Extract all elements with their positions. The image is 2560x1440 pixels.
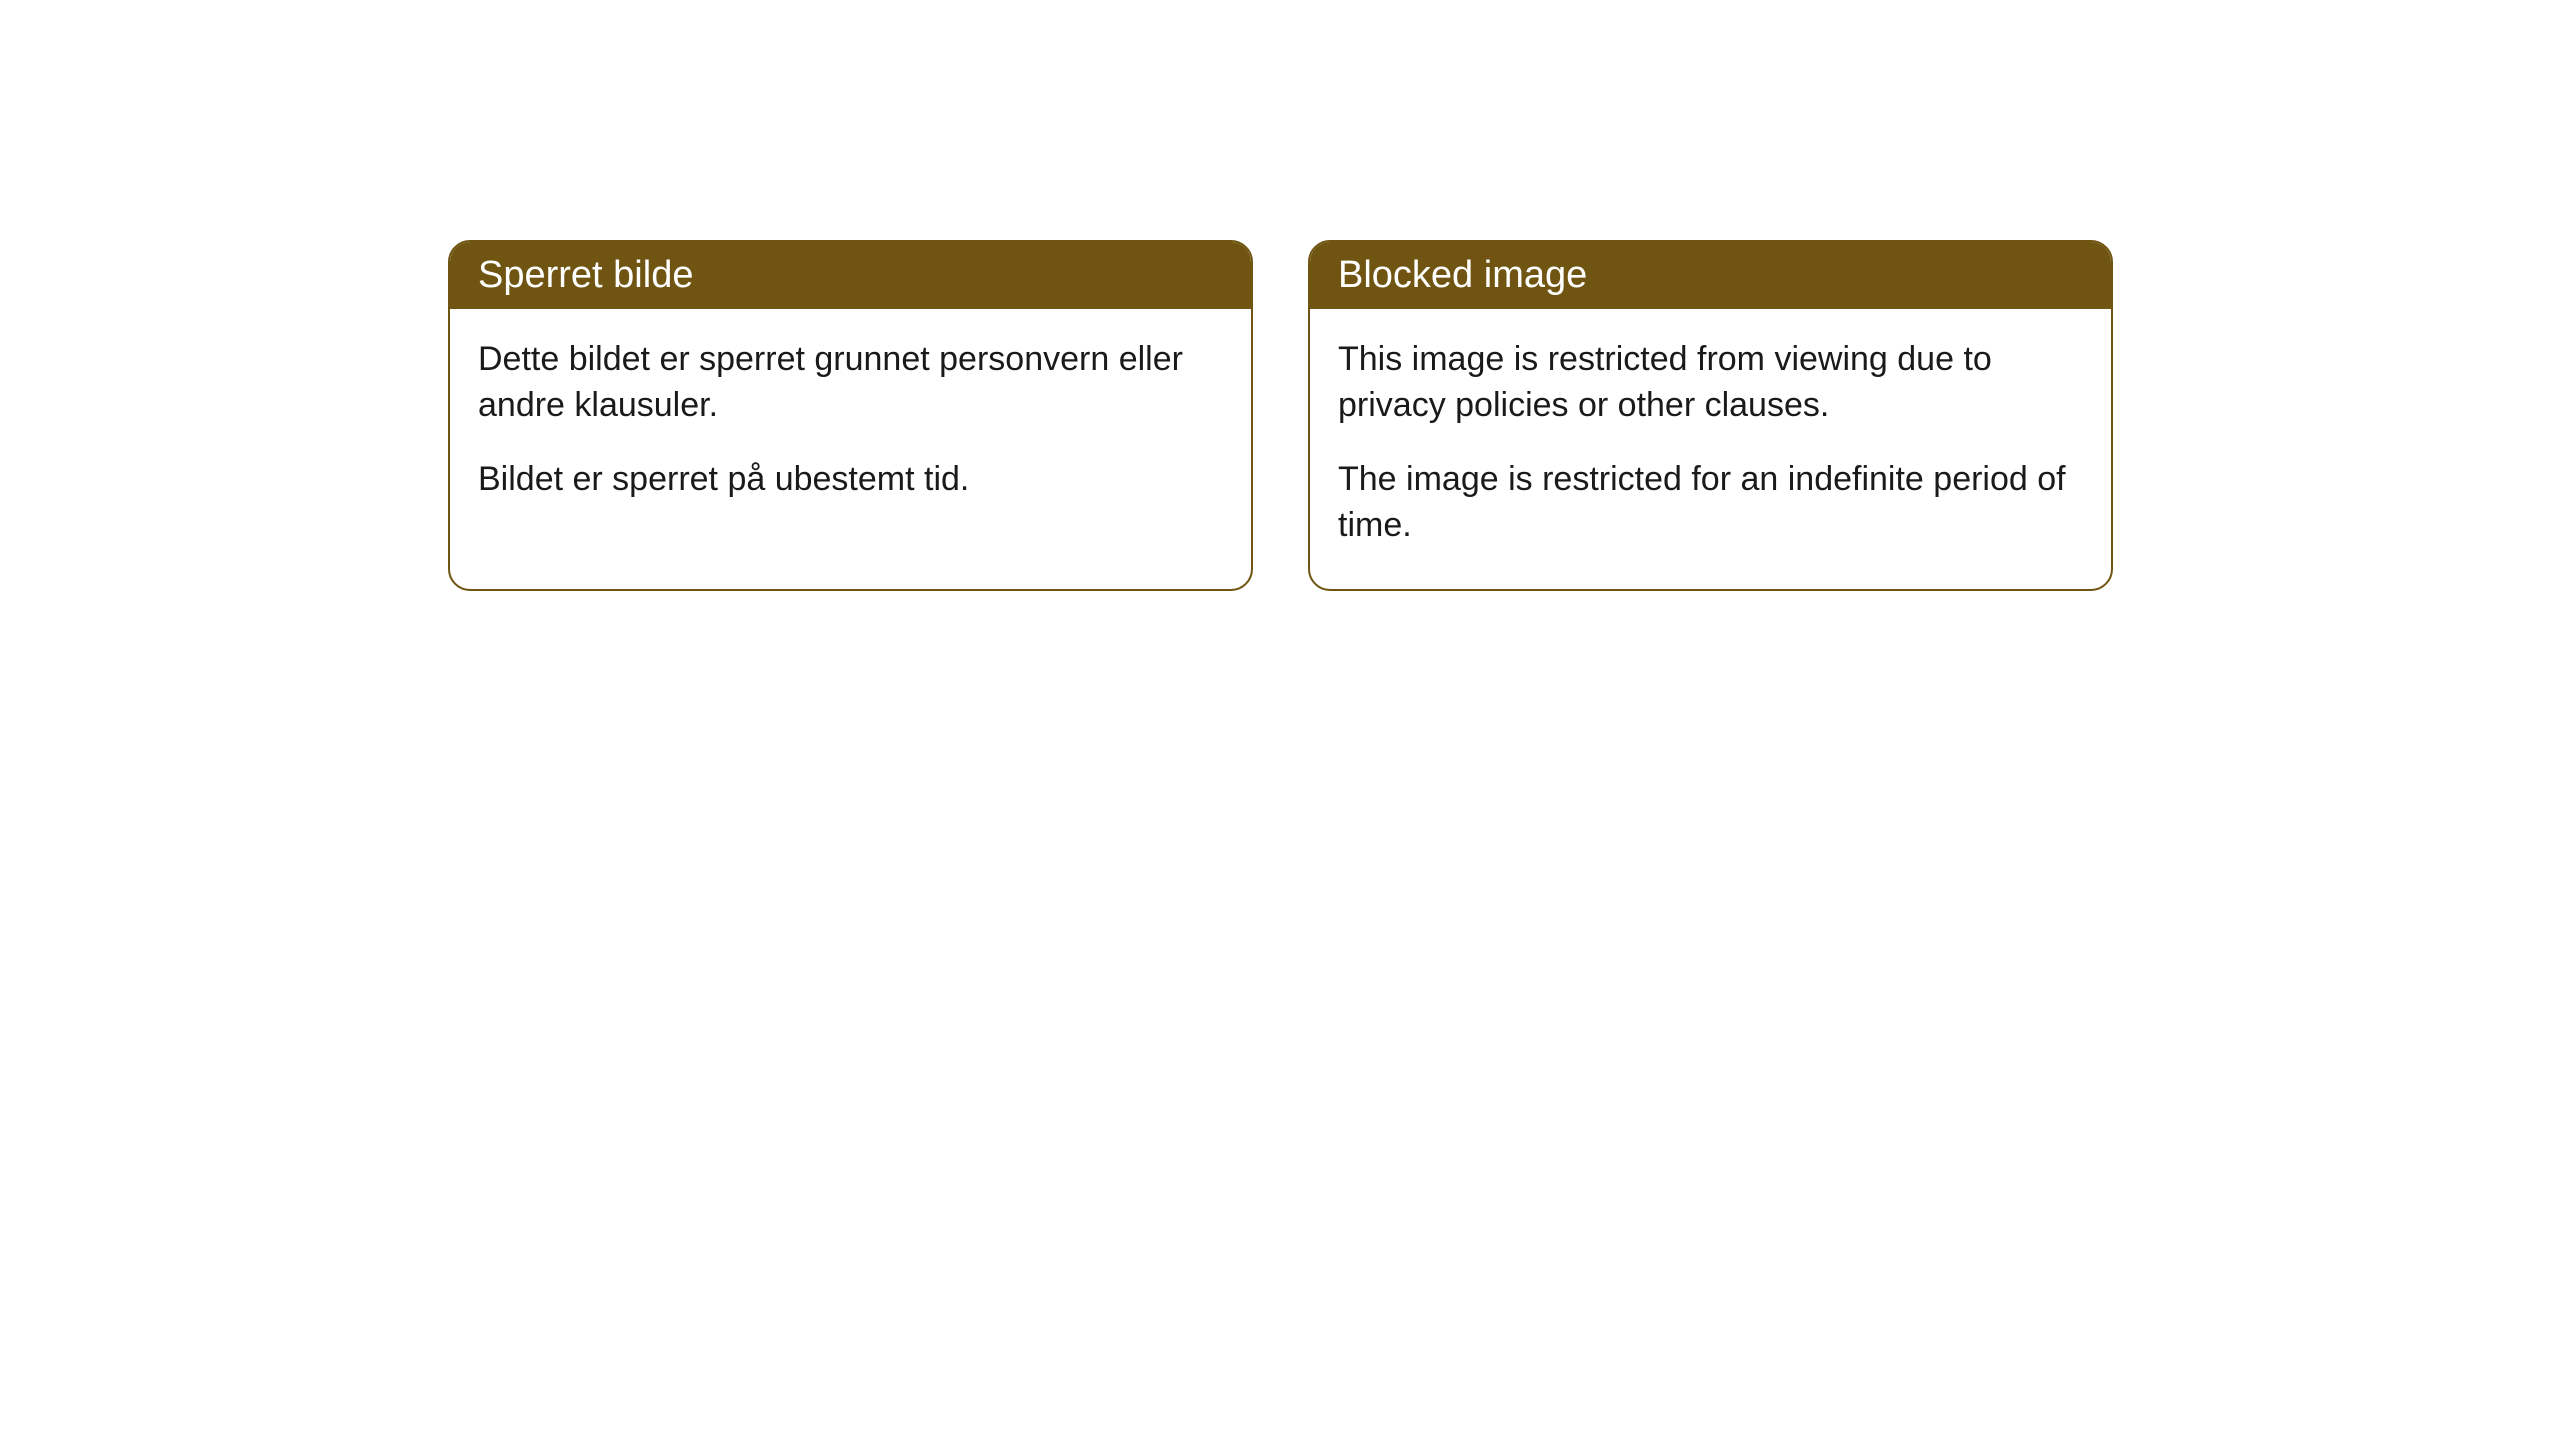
card-paragraph-2: Bildet er sperret på ubestemt tid. (478, 457, 1223, 503)
notice-cards-container: Sperret bilde Dette bildet er sperret gr… (448, 240, 2113, 591)
card-title: Sperret bilde (478, 254, 693, 296)
blocked-image-card-norwegian: Sperret bilde Dette bildet er sperret gr… (448, 240, 1253, 591)
card-title: Blocked image (1338, 254, 1587, 296)
card-header: Blocked image (1310, 242, 2111, 309)
card-header: Sperret bilde (450, 242, 1251, 309)
card-paragraph-2: The image is restricted for an indefinit… (1338, 457, 2083, 549)
card-paragraph-1: This image is restricted from viewing du… (1338, 337, 2083, 429)
card-body: Dette bildet er sperret grunnet personve… (450, 309, 1251, 543)
card-body: This image is restricted from viewing du… (1310, 309, 2111, 589)
blocked-image-card-english: Blocked image This image is restricted f… (1308, 240, 2113, 591)
card-paragraph-1: Dette bildet er sperret grunnet personve… (478, 337, 1223, 429)
